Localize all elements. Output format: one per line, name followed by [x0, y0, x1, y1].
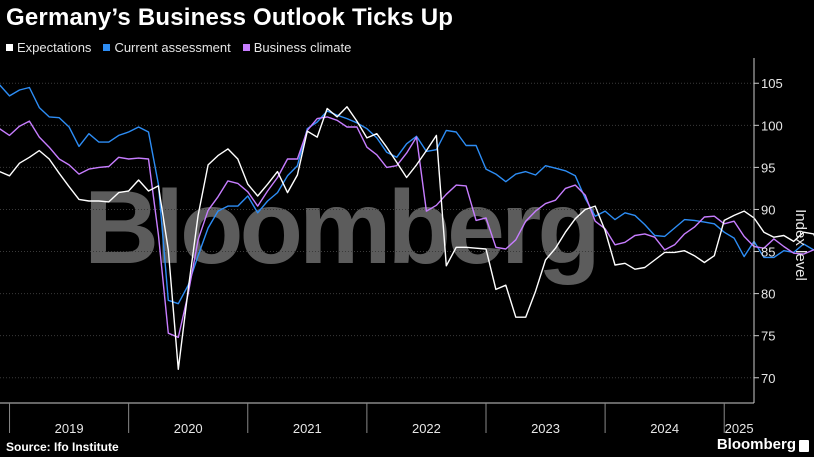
x-tick-label-2024: 2024: [650, 421, 679, 436]
legend-swatch-current-assessment: [103, 44, 111, 51]
legend-swatch-expectations: [6, 44, 13, 51]
x-tick-label-2021: 2021: [293, 421, 322, 436]
legend-item-current-assessment: Current assessment: [103, 40, 231, 55]
series-line-expectations: [0, 106, 814, 370]
y-tick-label-105: 105: [761, 76, 783, 91]
y-tick-label-80: 80: [761, 287, 775, 302]
y-tick-label-75: 75: [761, 329, 775, 344]
legend-item-business-climate: Business climate: [242, 40, 352, 55]
chart-title: Germany’s Business Outlook Ticks Up: [6, 4, 454, 31]
source-note: Source: Ifo Institute: [6, 440, 119, 454]
legend-label-current-assessment: Current assessment: [114, 40, 231, 55]
y-tick-label-95: 95: [761, 160, 775, 175]
legend-label-expectations: Expectations: [17, 40, 92, 55]
series-line-business-climate: [0, 116, 814, 339]
x-axis: 2019 2020 2021 2022 2023 2024 2025: [0, 402, 754, 436]
x-tick-label-2025: 2025: [725, 421, 754, 436]
legend-label-business-climate: Business climate: [253, 40, 352, 55]
x-tick-label-2020: 2020: [174, 421, 203, 436]
bloomberg-logo: Bloomberg: [716, 436, 796, 453]
bloomberg-watermark: Bloomberg: [84, 170, 597, 286]
y-tick-label-90: 90: [761, 202, 775, 217]
y-tick-label-70: 70: [761, 371, 775, 386]
x-tick-label-2019: 2019: [55, 421, 84, 436]
y-axis: 70 75 80 85 90 95 100 105: [753, 58, 783, 403]
y-tick-label-85: 85: [761, 245, 775, 260]
bloomberg-mark-icon: [799, 440, 809, 452]
y-axis-label: Index level: [792, 209, 809, 281]
y-tick-label-100: 100: [761, 118, 783, 133]
legend-swatch-business-climate: [242, 44, 250, 51]
legend-item-expectations: Expectations: [6, 40, 91, 55]
series-line-current-assessment: [0, 84, 814, 305]
series-lines: [0, 84, 814, 370]
x-tick-label-2022: 2022: [412, 421, 441, 436]
x-tick-label-2023: 2023: [531, 421, 560, 436]
legend: Expectations Current assessment Business…: [6, 40, 351, 55]
